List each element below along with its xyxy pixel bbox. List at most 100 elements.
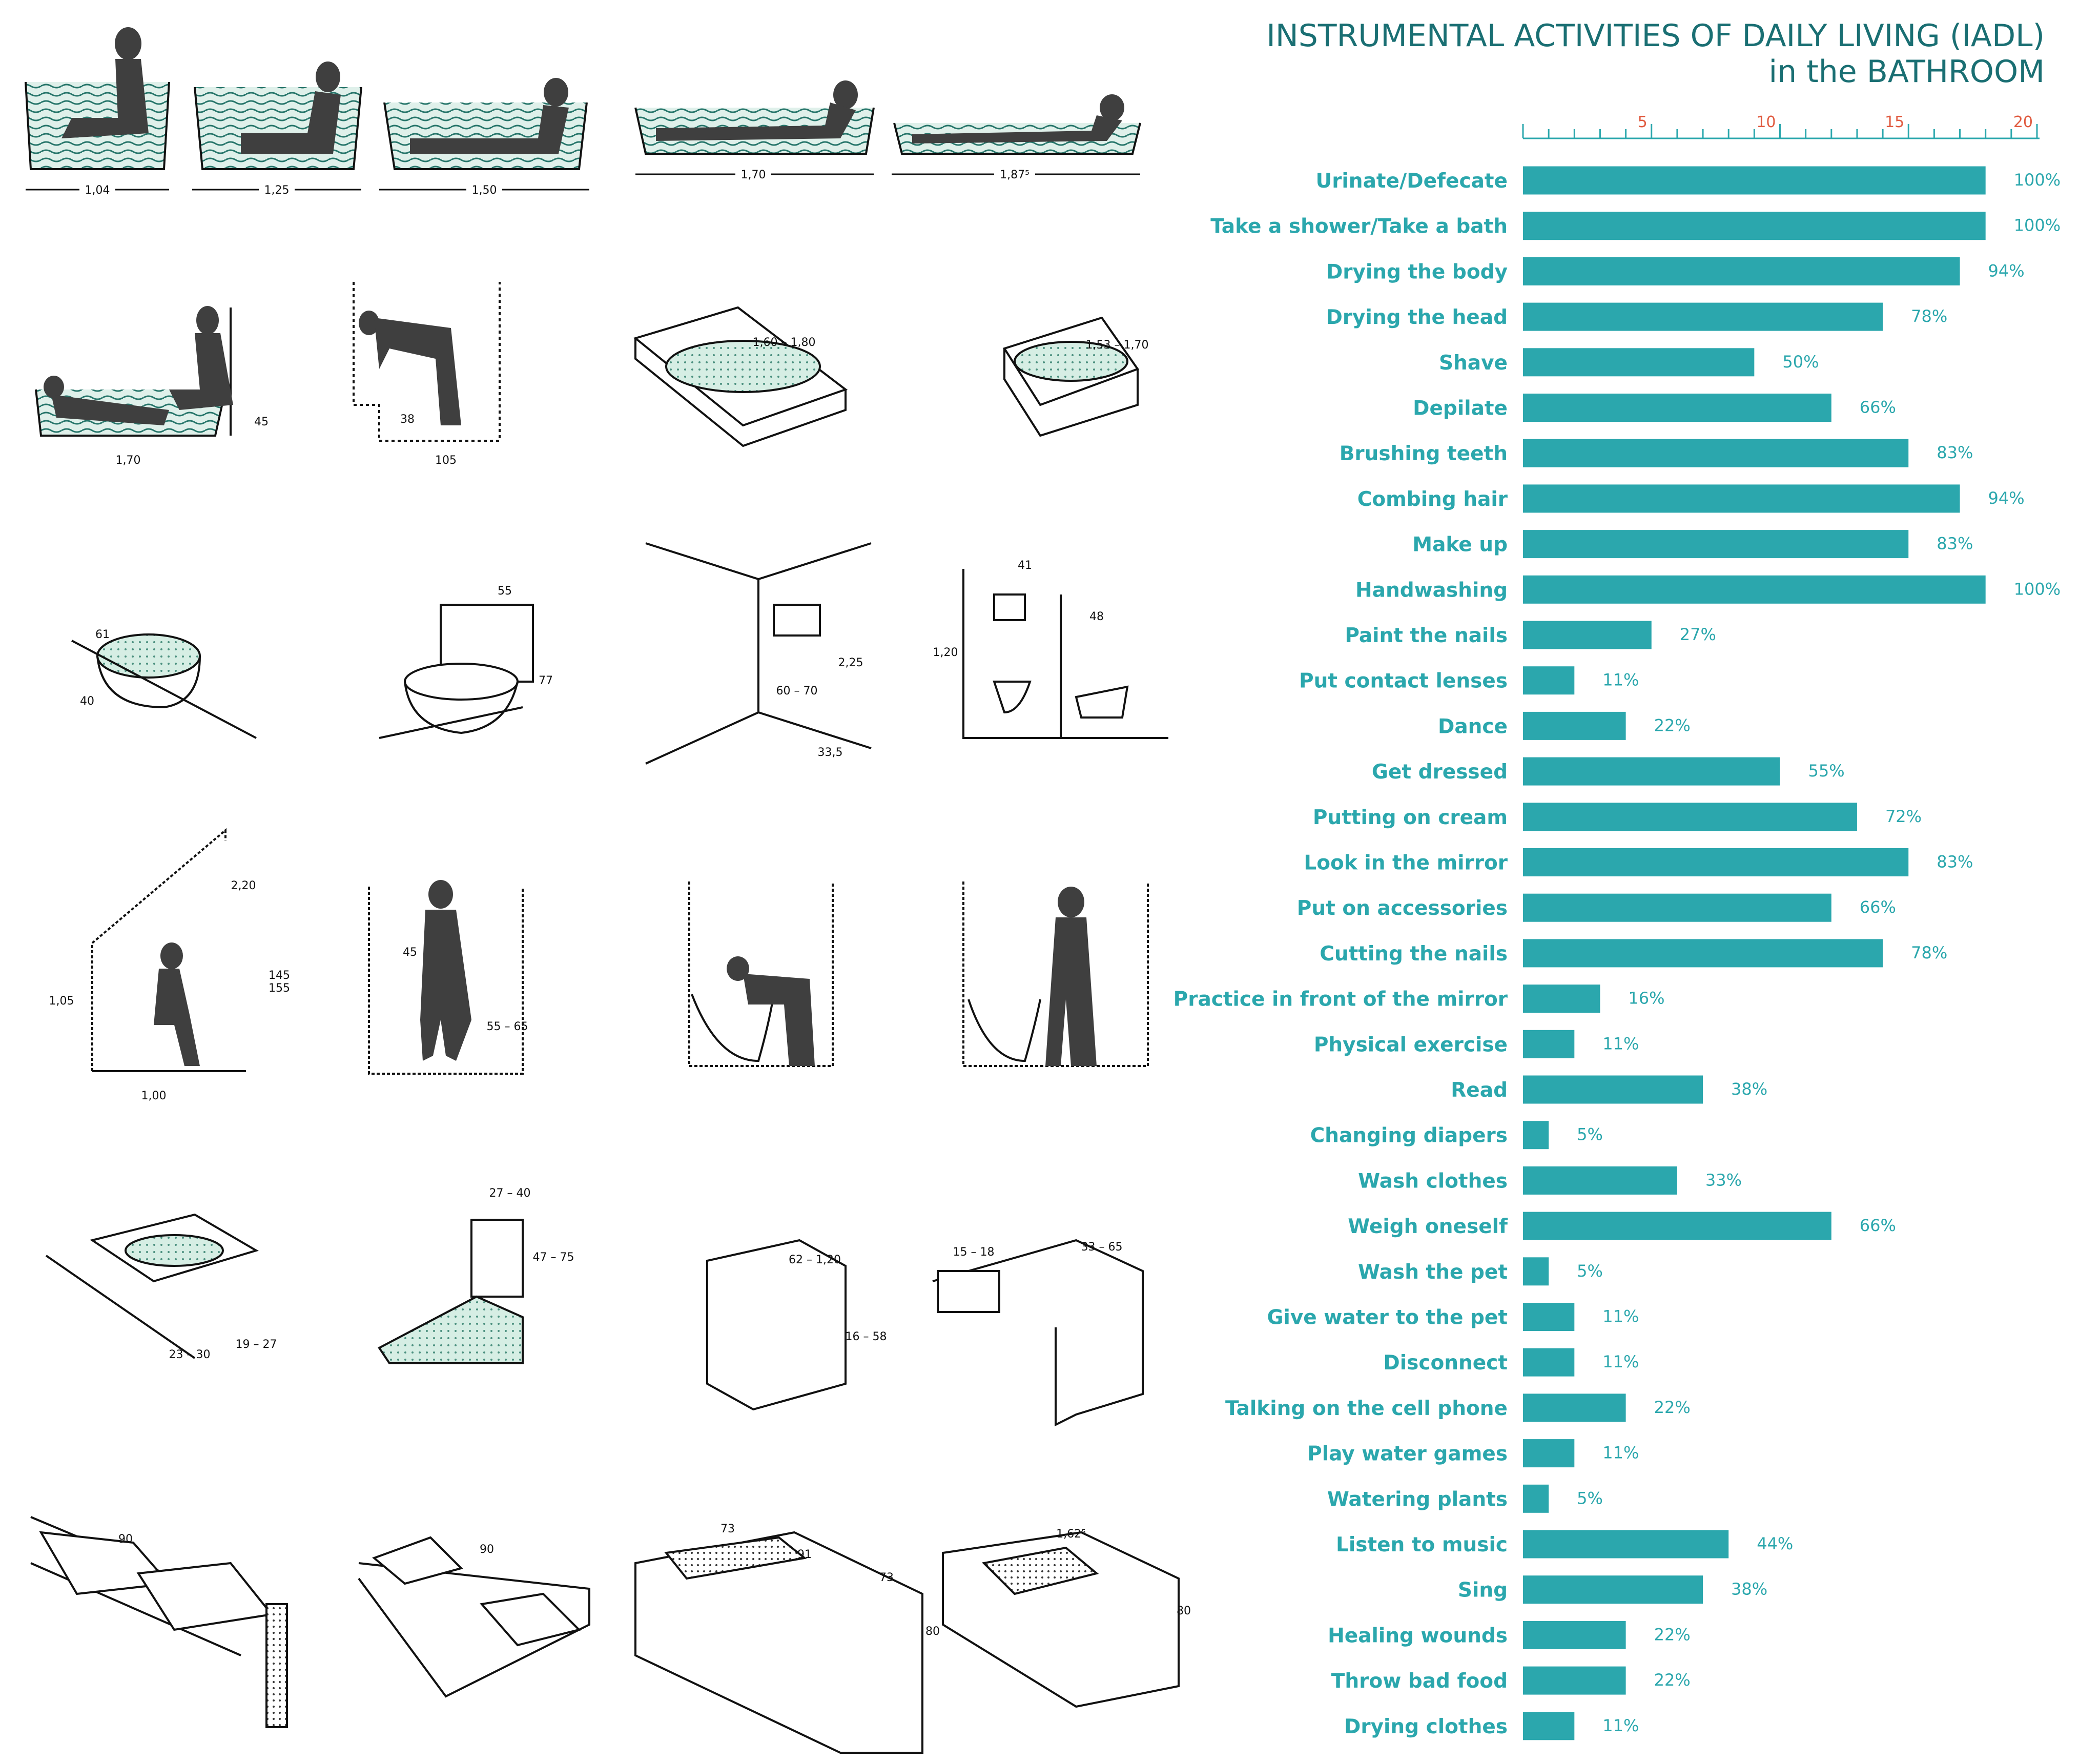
category-label: Listen to music — [1336, 1533, 1508, 1556]
bar — [1523, 1439, 1575, 1468]
category-label: Urinate/Defecate — [1316, 170, 1508, 193]
bar — [1523, 1075, 1703, 1104]
dim-label: 91 — [797, 1548, 812, 1561]
category-label: Drying the head — [1326, 306, 1508, 329]
category-label: Weigh oneself — [1348, 1215, 1508, 1238]
illustrations-panel: 1,04 1,25 1,50 1,70 1,87⁵ 1,70 45 38 105… — [25, 27, 1191, 1754]
value-label: 22% — [1654, 715, 1691, 735]
value-label: 83% — [1937, 852, 1973, 872]
value-label: 16% — [1628, 989, 1664, 1008]
category-label: Physical exercise — [1314, 1033, 1508, 1056]
category-label: Disconnect — [1383, 1351, 1508, 1375]
bar — [1523, 1121, 1549, 1150]
dim-label: 60 – 70 — [776, 685, 818, 698]
dim-label: 38 — [400, 413, 415, 426]
dim-label: 55 — [498, 585, 512, 598]
category-label: Handwashing — [1355, 579, 1508, 602]
dim-label: 90 — [480, 1543, 494, 1556]
fixtures-row-4 — [91, 828, 1149, 1075]
category-label: Putting on cream — [1313, 806, 1508, 829]
category-label: Dance — [1438, 715, 1508, 738]
dim-label: 80 — [1177, 1605, 1191, 1617]
value-label: 66% — [1860, 1216, 1896, 1235]
dim-label: 1,20 — [933, 646, 958, 659]
dim-label: 1,05 — [49, 995, 74, 1008]
fixtures-row-5 — [45, 1213, 1144, 1427]
category-label: Play water games — [1307, 1443, 1508, 1466]
bar — [1523, 1030, 1575, 1058]
dim-label: 47 – 75 — [533, 1251, 574, 1264]
value-label: 72% — [1885, 807, 1922, 826]
dim-label: 15 – 18 — [953, 1246, 995, 1259]
value-label: 11% — [1602, 1443, 1639, 1463]
chart-title: INSTRUMENTAL ACTIVITIES OF DAILY LIVING … — [1266, 18, 2045, 54]
bar — [1523, 666, 1575, 695]
bar — [1523, 848, 1909, 876]
value-label: 11% — [1602, 670, 1639, 690]
value-label: 5% — [1577, 1261, 1603, 1281]
bather-figures-row-1 — [61, 27, 1124, 154]
dim-label: 23 – 30 — [169, 1348, 211, 1361]
value-label: 11% — [1602, 1034, 1639, 1053]
dim-label: 1,00 — [141, 1090, 167, 1102]
value-label: 11% — [1602, 1352, 1639, 1371]
category-label: Get dressed — [1372, 761, 1508, 784]
value-label: 66% — [1860, 398, 1896, 417]
row-6-dimension-labels: 90 90 73 91 73 80 1,62⁵ 80 — [118, 1523, 1191, 1638]
bar — [1523, 757, 1780, 786]
illustrations-svg: 1,04 1,25 1,50 1,70 1,87⁵ 1,70 45 38 105… — [25, 27, 1191, 1754]
dim-label: 41 — [1018, 559, 1032, 572]
dim-label: 45 — [254, 416, 269, 428]
dim-label: 105 — [435, 454, 457, 467]
dim-label: 1,70 — [116, 454, 141, 467]
value-label: 100% — [2014, 170, 2061, 190]
bar — [1523, 257, 1960, 285]
category-label: Brushing teeth — [1340, 442, 1508, 465]
dim-label: 19 – 27 — [236, 1338, 277, 1351]
bar — [1523, 1666, 1626, 1695]
value-label: 38% — [1731, 1079, 1767, 1099]
value-label: 83% — [1937, 534, 1973, 554]
bathtub-dimension-labels: 1,04 1,25 1,50 1,70 1,87⁵ — [79, 165, 1035, 199]
bar — [1523, 1712, 1575, 1740]
category-label: Take a shower/Take a bath — [1210, 215, 1508, 238]
bar — [1523, 1575, 1703, 1604]
bar — [1523, 711, 1626, 740]
x-tick-label: 10 — [1756, 113, 1776, 131]
category-label: Paint the nails — [1345, 624, 1508, 647]
category-label: Drying clothes — [1344, 1715, 1508, 1738]
bar — [1523, 893, 1831, 922]
dim-label: 48 — [1089, 610, 1104, 623]
dim-label: 80 — [925, 1625, 940, 1638]
dim-label: 73 — [879, 1571, 894, 1584]
figures-row-2 — [44, 306, 461, 425]
dim-label: 55 – 65 — [487, 1020, 528, 1033]
x-tick-label: 15 — [1885, 113, 1904, 131]
bar — [1523, 939, 1883, 968]
bar — [1523, 1303, 1575, 1331]
dim-label: 1,25 — [264, 184, 290, 197]
dim-label: 1,60 – 1,80 — [753, 336, 816, 349]
value-label: 100% — [2014, 216, 2061, 235]
category-label: Put on accessories — [1297, 897, 1508, 920]
x-tick-label: 20 — [2013, 113, 2033, 131]
dim-label: 61 — [95, 628, 110, 641]
bar — [1523, 1530, 1729, 1559]
dim-label: 62 – 1,20 — [789, 1254, 841, 1266]
chart-subtitle: in the BATHROOM — [1768, 54, 2045, 90]
dim-label: 145 — [269, 969, 290, 982]
category-label: Give water to the pet — [1267, 1306, 1508, 1329]
value-label: 66% — [1860, 897, 1896, 917]
x-axis: 5 10 15 20 — [1522, 113, 2040, 139]
fixtures-row-3 — [71, 542, 1168, 765]
bar — [1523, 985, 1600, 1013]
value-label: 78% — [1911, 943, 1947, 962]
value-label: 38% — [1731, 1580, 1767, 1599]
dim-label: 27 – 40 — [489, 1187, 531, 1200]
dim-label: 1,87⁵ — [1000, 169, 1030, 181]
dim-label: 33 – 65 — [1081, 1241, 1123, 1254]
category-label: Cutting the nails — [1320, 942, 1508, 966]
bar — [1523, 212, 1986, 240]
dim-label: 155 — [269, 982, 290, 995]
